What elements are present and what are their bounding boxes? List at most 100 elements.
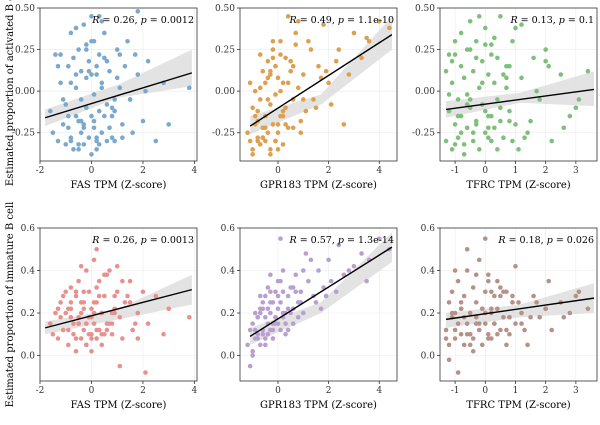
data-point	[504, 327, 509, 333]
data-point	[265, 285, 271, 290]
data-point	[73, 293, 79, 299]
data-point	[290, 63, 296, 69]
data-point	[99, 85, 105, 91]
data-point	[66, 113, 71, 119]
data-point	[81, 125, 87, 131]
data-point	[522, 327, 527, 333]
data-point	[446, 108, 452, 114]
data-point	[255, 138, 261, 144]
data-point	[265, 331, 271, 337]
x-tick-label: 4	[376, 166, 382, 176]
data-point	[576, 97, 582, 102]
data-point	[486, 336, 491, 341]
data-point	[268, 310, 273, 316]
data-point	[449, 310, 455, 316]
data-point	[107, 268, 112, 273]
data-point	[306, 38, 311, 44]
data-point	[458, 300, 464, 305]
data-point	[516, 147, 521, 152]
data-point	[127, 97, 133, 102]
panel-c: -1 0 1 2 3 -0.25 0.00 0.25 0.50 TFRC TPM (Z-score…	[412, 4, 598, 191]
data-point	[513, 321, 518, 326]
stat-part: = 0.57,	[297, 235, 338, 246]
data-point	[473, 314, 479, 320]
data-point	[519, 321, 524, 326]
data-point	[263, 342, 268, 348]
data-point	[109, 310, 115, 316]
data-point	[257, 142, 263, 147]
data-point	[498, 285, 503, 290]
x-tick-label: 2	[543, 386, 549, 396]
data-point	[73, 113, 79, 119]
data-point	[260, 300, 266, 305]
data-point	[76, 147, 81, 152]
data-point	[280, 268, 286, 273]
y-tick-label: 0.4	[421, 267, 436, 277]
data-point	[117, 85, 123, 91]
data-point	[516, 300, 521, 305]
data-point	[47, 321, 53, 326]
x-tick-label: -2	[36, 166, 45, 176]
data-point	[278, 327, 283, 333]
y-tick-label: 0.6	[221, 224, 236, 234]
data-point	[96, 142, 102, 147]
data-point	[316, 63, 321, 69]
data-point	[140, 118, 146, 124]
data-point	[443, 327, 449, 333]
data-point	[130, 130, 135, 136]
data-point	[66, 327, 71, 333]
x-tick-label: -2	[36, 386, 45, 396]
data-point	[482, 236, 488, 241]
data-point	[473, 321, 479, 326]
data-point	[567, 310, 573, 316]
data-point	[285, 306, 291, 312]
data-point	[273, 289, 278, 295]
data-point	[504, 85, 509, 91]
data-point	[130, 327, 135, 333]
data-point	[96, 278, 102, 284]
data-point	[109, 135, 115, 141]
data-point	[525, 342, 530, 348]
data-point	[290, 285, 296, 290]
data-point	[495, 97, 500, 102]
data-point	[486, 135, 491, 141]
data-point	[504, 75, 509, 81]
data-point	[306, 278, 311, 284]
data-point	[455, 278, 461, 284]
data-point	[278, 38, 283, 44]
data-point	[443, 336, 449, 341]
data-point	[455, 113, 461, 119]
data-point	[250, 147, 255, 152]
data-point	[255, 108, 261, 114]
data-point	[78, 300, 84, 305]
data-point	[455, 370, 461, 375]
data-point	[486, 125, 491, 131]
data-point	[81, 306, 87, 312]
data-point	[301, 97, 306, 102]
data-point	[270, 47, 276, 52]
data-point	[53, 310, 58, 316]
data-point	[78, 310, 84, 316]
data-point	[467, 19, 473, 24]
data-point	[153, 293, 159, 299]
data-point	[486, 278, 491, 284]
data-point	[66, 125, 71, 131]
data-point	[470, 348, 476, 354]
panel-d: -2 0 2 4 0.0 0.2 0.4 0.6 FAS TPM (Z-score) Estima…	[5, 202, 198, 411]
data-point	[534, 88, 539, 94]
data-point	[531, 293, 536, 299]
data-point	[455, 135, 461, 141]
data-point	[120, 135, 125, 141]
data-point	[519, 310, 524, 316]
data-point	[132, 321, 138, 326]
stat-part: p	[141, 15, 147, 26]
stat-part: = 1.3e-14	[344, 235, 394, 246]
data-point	[275, 130, 281, 136]
data-point	[68, 80, 74, 86]
data-point	[78, 336, 84, 341]
data-point	[288, 58, 293, 64]
data-point	[96, 293, 102, 299]
data-point	[351, 263, 357, 269]
data-point	[467, 310, 473, 316]
data-point	[63, 289, 69, 295]
